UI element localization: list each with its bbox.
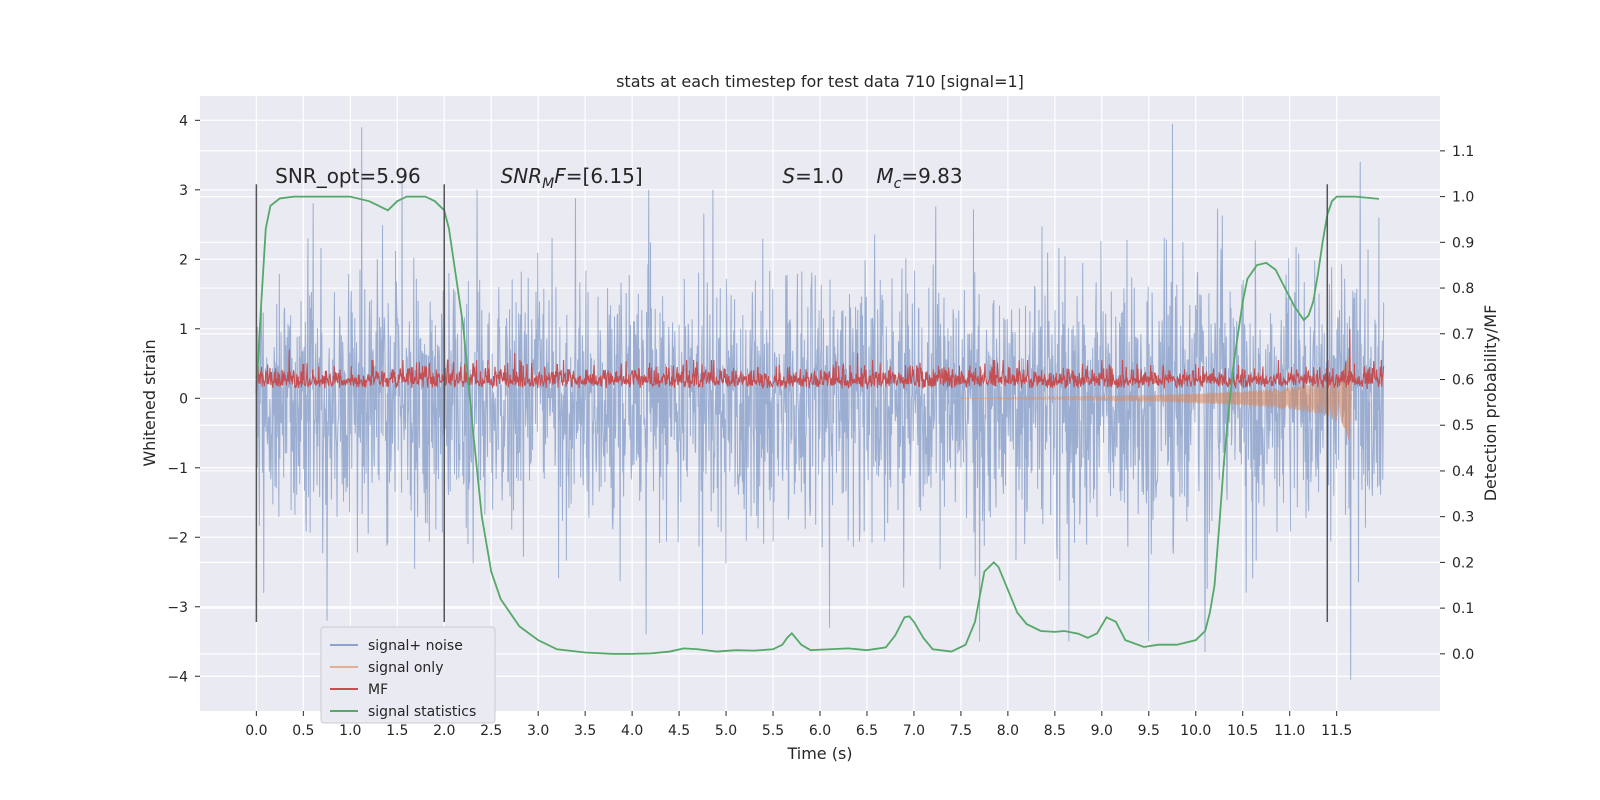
x-tick-label: 8.0	[997, 723, 1019, 739]
legend-label: signal only	[368, 660, 443, 676]
legend: signal+ noise signal only MF signal statist…	[320, 626, 496, 724]
x-tick-label: 6.0	[809, 723, 831, 739]
x-tick-label: 5.0	[715, 723, 737, 739]
y2-tick-label: 1.1	[1452, 144, 1474, 160]
annotations: SNR_opt=5.96 SNRMF=[6.15] S=1.0 Mc=9.83	[275, 164, 962, 192]
y-tick-label: −1	[167, 461, 188, 477]
chart-title: stats at each timestep for test data 710…	[616, 72, 1024, 91]
x-tick-label: 6.5	[856, 723, 878, 739]
y2-tick-label: 0.2	[1452, 555, 1474, 571]
legend-label: MF	[368, 682, 388, 698]
x-tick-label: 1.0	[339, 723, 361, 739]
x-tick-label: 0.0	[245, 723, 267, 739]
y2-axis-ticks: 1.1 1.0 0.9 0.8 0.7 0.6 0.5 0.4 0.3 0.2 0.1 0.0	[1440, 144, 1474, 663]
y2-tick-label: 0.7	[1452, 327, 1474, 343]
x-tick-label: 10.0	[1180, 723, 1211, 739]
y-tick-label: −3	[167, 600, 188, 616]
x-tick-label: 3.0	[527, 723, 549, 739]
x-tick-label: 11.0	[1274, 723, 1305, 739]
x-tick-label: 0.5	[292, 723, 314, 739]
x-tick-label: 8.5	[1044, 723, 1066, 739]
annotation: SNRMF=[6.15]	[501, 164, 643, 192]
x-axis-label: Time (s)	[786, 744, 852, 763]
x-tick-label: 7.5	[950, 723, 972, 739]
legend-label: signal statistics	[368, 704, 476, 720]
legend-box	[320, 626, 496, 724]
series-signal-only	[960, 356, 1352, 441]
y2-tick-label: 0.4	[1452, 464, 1474, 480]
annotation: SNR_opt=5.96	[275, 164, 421, 188]
x-axis-ticks: 0.0 0.5 1.0 1.5 2.0 2.5 3.0 3.5 4.0 4.5 5.0 5.5 6.0 6…	[245, 711, 1352, 739]
y2-tick-label: 0.5	[1452, 418, 1474, 434]
x-tick-label: 5.5	[762, 723, 784, 739]
y-tick-label: 0	[179, 391, 188, 407]
x-tick-label: 4.5	[668, 723, 690, 739]
x-tick-label: 9.0	[1091, 723, 1113, 739]
y2-axis-label: Detection probability/MF	[1481, 305, 1500, 502]
x-tick-label: 2.5	[480, 723, 502, 739]
y-axis-ticks: 4 3 2 1 0 −1 −2 −3 −4	[167, 113, 200, 685]
x-tick-label: 9.5	[1138, 723, 1160, 739]
legend-label: signal+ noise	[368, 638, 463, 654]
x-tick-label: 11.5	[1321, 723, 1352, 739]
y2-tick-label: 0.9	[1452, 235, 1474, 251]
annotation: S=1.0	[782, 164, 843, 188]
y2-tick-label: 0.3	[1452, 510, 1474, 526]
x-tick-label: 2.0	[433, 723, 455, 739]
x-tick-label: 7.0	[903, 723, 925, 739]
x-tick-label: 3.5	[574, 723, 596, 739]
y-axis-label: Whitened strain	[140, 339, 159, 466]
y2-tick-label: 0.1	[1452, 601, 1474, 617]
y-tick-label: −4	[167, 669, 188, 685]
series-signal-statistics	[255, 195, 1380, 655]
y2-tick-label: 0.0	[1452, 647, 1474, 663]
y2-tick-label: 1.0	[1452, 190, 1474, 206]
y2-tick-label: 0.8	[1452, 281, 1474, 297]
x-tick-label: 1.5	[386, 723, 408, 739]
y-tick-label: 4	[179, 113, 188, 129]
y2-tick-label: 0.6	[1452, 372, 1474, 388]
y-tick-label: 1	[179, 322, 188, 338]
y-tick-label: 3	[179, 183, 188, 199]
y-tick-label: −2	[167, 530, 188, 546]
x-tick-label: 10.5	[1227, 723, 1258, 739]
vertical-markers	[255, 184, 1329, 623]
annotation: Mc=9.83	[876, 164, 962, 192]
x-tick-label: 4.0	[621, 723, 643, 739]
y-tick-label: 2	[179, 252, 188, 268]
